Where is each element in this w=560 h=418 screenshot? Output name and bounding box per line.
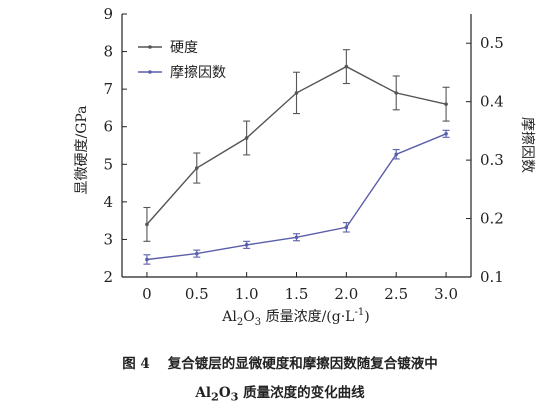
right-y-tick-label: 0.4 xyxy=(480,93,504,111)
right-y-tick-label: 0.2 xyxy=(480,210,504,228)
caption-sub2: 3 xyxy=(230,389,239,404)
data-point-hardness xyxy=(194,166,199,170)
right-y-tick-label: 0.1 xyxy=(480,268,504,286)
data-point-friction xyxy=(294,235,299,240)
legend-marker-hardness xyxy=(148,45,152,49)
x-label-rest: 质量浓度/(g·L xyxy=(261,309,354,325)
data-point-hardness xyxy=(244,136,249,140)
caption-text-line2: 质量浓度的变化曲线 xyxy=(238,385,365,401)
legend-label-friction: 摩擦因数 xyxy=(170,64,226,81)
x-tick-label: 1.5 xyxy=(285,285,309,303)
x-label-end: ) xyxy=(364,309,369,325)
data-point-hardness xyxy=(145,222,149,227)
caption-o: O xyxy=(218,385,231,401)
left-y-tick-label: 5 xyxy=(103,155,113,173)
figure-caption-line1: 图 4 复合镀层的显微硬度和摩擦因数随复合镀液中 xyxy=(0,352,560,372)
data-point-friction xyxy=(145,257,149,262)
x-tick-label: 1.0 xyxy=(235,285,259,303)
left-y-tick-label: 7 xyxy=(103,80,113,98)
right-y-tick-label: 0.5 xyxy=(480,34,504,52)
legend-marker-friction xyxy=(148,70,152,74)
x-axis-label: Al2O3 质量浓度/(g·L-1) xyxy=(221,307,369,328)
x-label-al: Al xyxy=(221,309,237,325)
left-y-tick-label: 8 xyxy=(103,43,113,61)
x-tick-label: 0 xyxy=(142,285,152,303)
data-point-friction xyxy=(444,132,448,136)
data-point-friction xyxy=(394,152,399,157)
right-y-tick-label: 0.3 xyxy=(480,151,504,169)
left-y-tick-label: 9 xyxy=(103,5,113,23)
data-point-friction xyxy=(194,251,199,256)
legend-label-hardness: 硬度 xyxy=(170,40,198,56)
series-layer xyxy=(143,49,450,265)
caption-al: Al xyxy=(195,385,211,401)
legend: 硬度 摩擦因数 xyxy=(138,40,226,81)
data-point-friction xyxy=(344,225,349,230)
x-tick-label: 2.5 xyxy=(384,285,408,303)
data-point-friction xyxy=(244,243,249,247)
left-y-axis-label: 显微硬度/GPa xyxy=(74,105,90,194)
left-y-tick-label: 3 xyxy=(103,230,113,248)
x-label-o: O xyxy=(243,309,254,325)
x-tick-label: 3.0 xyxy=(434,285,458,303)
x-label-sub2: 3 xyxy=(255,317,261,328)
x-tick-label: 2.0 xyxy=(334,285,358,303)
caption-sub1: 2 xyxy=(210,389,219,404)
figure-caption-line2: Al2O3 质量浓度的变化曲线 xyxy=(0,381,560,404)
x-label-sup: -1 xyxy=(354,307,364,318)
data-point-hardness xyxy=(294,91,299,95)
data-point-hardness xyxy=(444,102,448,106)
right-y-ticks: 0.1 0.2 0.3 0.4 0.5 xyxy=(466,34,504,286)
x-label-sub1: 2 xyxy=(237,317,243,328)
x-tick-label: 0.5 xyxy=(185,285,209,303)
caption-text-line1: 复合镀层的显微硬度和摩擦因数随复合镀液中 xyxy=(167,356,438,372)
left-y-ticks: 2 3 4 5 6 7 8 9 xyxy=(103,5,127,286)
x-ticks: 0 0.5 1.0 1.5 2.0 2.5 3.0 xyxy=(142,272,458,303)
left-y-tick-label: 6 xyxy=(103,118,113,136)
left-y-tick-label: 2 xyxy=(103,268,113,286)
left-y-tick-label: 4 xyxy=(103,193,113,211)
data-point-hardness xyxy=(394,91,399,95)
data-point-hardness xyxy=(344,64,349,69)
right-y-axis-label: 摩擦因数 xyxy=(519,117,536,173)
figure-number: 图 4 xyxy=(122,356,150,372)
